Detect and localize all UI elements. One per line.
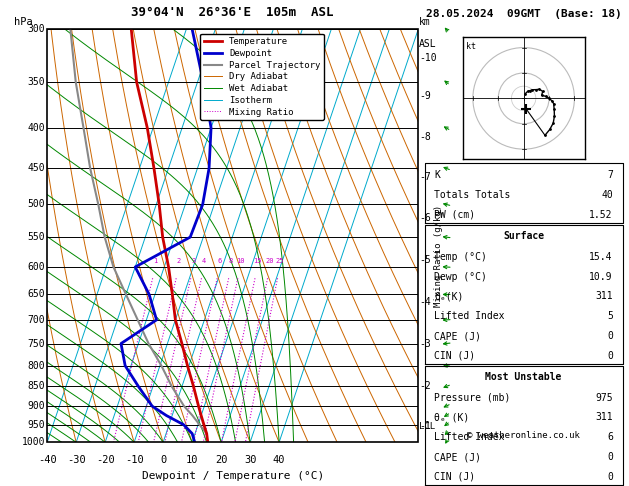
Text: 900: 900 (28, 401, 45, 411)
Text: K: K (435, 170, 440, 180)
Text: 6: 6 (218, 258, 222, 264)
Text: 311: 311 (595, 413, 613, 422)
Text: 400: 400 (28, 123, 45, 133)
Text: -5: -5 (419, 255, 431, 265)
Text: LCL: LCL (419, 421, 435, 431)
Text: 950: 950 (28, 419, 45, 430)
Text: -8: -8 (419, 132, 431, 142)
Text: 0: 0 (160, 455, 166, 465)
Text: hPa: hPa (14, 17, 32, 27)
Text: PW (cm): PW (cm) (435, 210, 476, 220)
Text: CIN (J): CIN (J) (435, 472, 476, 482)
Text: 300: 300 (28, 24, 45, 34)
Text: 20: 20 (265, 258, 274, 264)
Text: 600: 600 (28, 262, 45, 272)
Text: 2: 2 (177, 258, 181, 264)
Text: 750: 750 (28, 339, 45, 348)
Text: -10: -10 (125, 455, 143, 465)
Text: 3: 3 (191, 258, 196, 264)
Text: © weatheronline.co.uk: © weatheronline.co.uk (467, 431, 580, 440)
Text: -10: -10 (419, 52, 437, 63)
Text: Surface: Surface (503, 231, 544, 241)
Text: -4: -4 (419, 297, 431, 307)
Text: 39°04'N  26°36'E  105m  ASL: 39°04'N 26°36'E 105m ASL (131, 6, 334, 19)
Text: 28.05.2024  09GMT  (Base: 18): 28.05.2024 09GMT (Base: 18) (426, 9, 621, 19)
Text: 311: 311 (595, 291, 613, 301)
Text: 975: 975 (595, 393, 613, 402)
Text: -6: -6 (419, 213, 431, 223)
Text: Totals Totals: Totals Totals (435, 190, 511, 200)
Text: 10.9: 10.9 (589, 272, 613, 281)
Text: 40: 40 (273, 455, 286, 465)
Text: 1000: 1000 (22, 437, 45, 447)
Text: Mixing Ratio (g/kg): Mixing Ratio (g/kg) (434, 205, 443, 308)
Text: 450: 450 (28, 163, 45, 174)
Text: ASL: ASL (419, 39, 437, 50)
Text: 15: 15 (253, 258, 262, 264)
Text: Pressure (mb): Pressure (mb) (435, 393, 511, 402)
Text: Lifted Index: Lifted Index (435, 311, 505, 321)
Text: 1: 1 (153, 258, 157, 264)
Text: 0: 0 (607, 331, 613, 341)
Text: Temp (°C): Temp (°C) (435, 252, 487, 261)
Text: CAPE (J): CAPE (J) (435, 452, 481, 462)
Text: Lifted Index: Lifted Index (435, 432, 505, 442)
Text: -1: -1 (419, 421, 431, 431)
Text: 15.4: 15.4 (589, 252, 613, 261)
Text: km: km (419, 17, 431, 27)
Text: CIN (J): CIN (J) (435, 351, 476, 361)
Legend: Temperature, Dewpoint, Parcel Trajectory, Dry Adiabat, Wet Adiabat, Isotherm, Mi: Temperature, Dewpoint, Parcel Trajectory… (200, 34, 324, 120)
Text: 850: 850 (28, 382, 45, 392)
Text: 650: 650 (28, 290, 45, 299)
Text: -9: -9 (419, 91, 431, 102)
Text: Most Unstable: Most Unstable (486, 372, 562, 382)
Text: 25: 25 (276, 258, 284, 264)
Text: 0: 0 (607, 472, 613, 482)
Text: Dewp (°C): Dewp (°C) (435, 272, 487, 281)
Text: 10: 10 (236, 258, 245, 264)
Text: 4: 4 (202, 258, 206, 264)
Text: 0: 0 (607, 452, 613, 462)
Text: 0: 0 (607, 351, 613, 361)
Text: 1.52: 1.52 (589, 210, 613, 220)
Text: 800: 800 (28, 361, 45, 371)
Text: -3: -3 (419, 339, 431, 348)
Text: θₑ(K): θₑ(K) (435, 291, 464, 301)
Text: 40: 40 (601, 190, 613, 200)
Text: 7: 7 (607, 170, 613, 180)
Text: -30: -30 (67, 455, 86, 465)
Text: 550: 550 (28, 232, 45, 242)
Text: 30: 30 (244, 455, 257, 465)
Text: 8: 8 (229, 258, 233, 264)
Text: θₑ (K): θₑ (K) (435, 413, 470, 422)
Text: 5: 5 (607, 311, 613, 321)
Text: -40: -40 (38, 455, 57, 465)
Text: 10: 10 (186, 455, 198, 465)
Text: 500: 500 (28, 199, 45, 209)
Text: 700: 700 (28, 315, 45, 325)
Text: CAPE (J): CAPE (J) (435, 331, 481, 341)
Text: Dewpoint / Temperature (°C): Dewpoint / Temperature (°C) (142, 471, 324, 481)
Text: 350: 350 (28, 77, 45, 87)
Text: -2: -2 (419, 382, 431, 392)
Text: 20: 20 (215, 455, 227, 465)
Text: -7: -7 (419, 173, 431, 182)
Text: -20: -20 (96, 455, 114, 465)
Text: 6: 6 (607, 432, 613, 442)
